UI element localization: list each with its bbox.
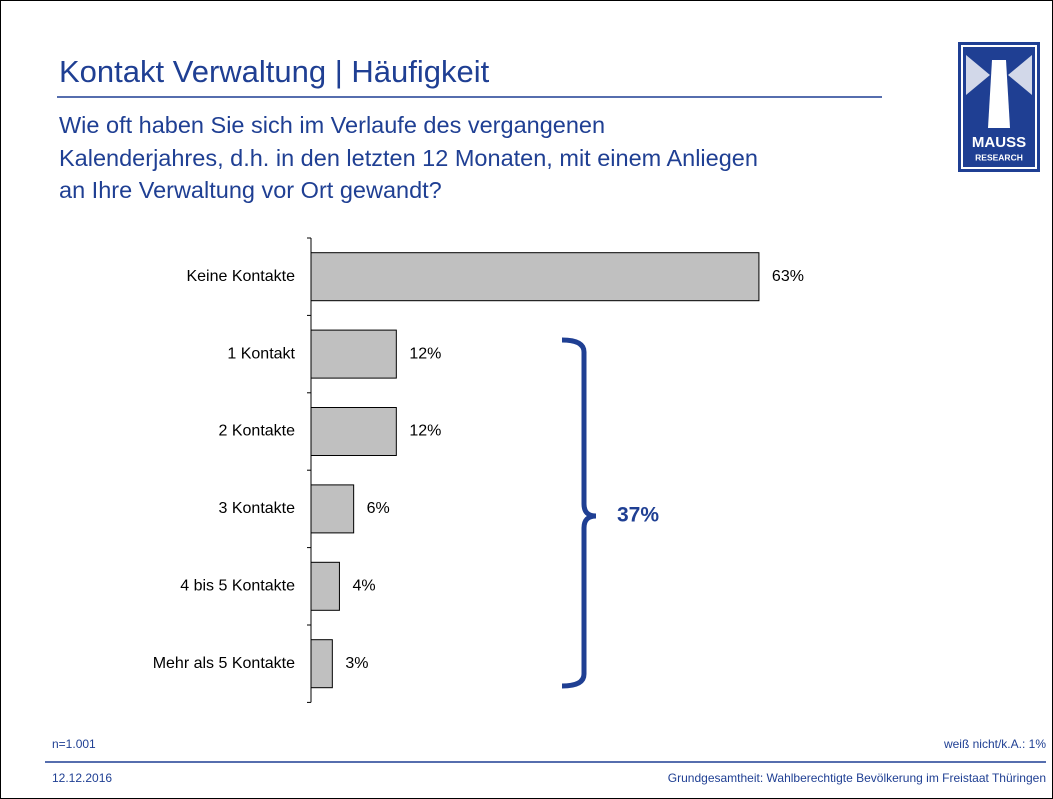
source: Grundgesamtheit: Wahlberechtigte Bevölke… [668, 771, 1046, 785]
value-label: 12% [409, 423, 441, 440]
category-label: 2 Kontakte [219, 423, 296, 440]
bar [310, 252, 760, 302]
value-label: 63% [772, 268, 804, 285]
subtitle-line: an Ihre Verwaltung vor Ort gewandt? [59, 177, 442, 203]
subtitle-line: Kalenderjahres, d.h. in den letzten 12 M… [59, 145, 758, 171]
bracket [561, 337, 597, 689]
logo-text: RESEARCH [975, 152, 1023, 162]
sample-note: n=1.001 [52, 737, 96, 751]
bar [310, 407, 397, 456]
value-label: 3% [345, 655, 368, 672]
date: 12.12.2016 [52, 771, 112, 785]
missing-note: weiß nicht/k.A.: 1% [943, 737, 1046, 751]
logo-beam [966, 55, 990, 95]
slide-title: Kontakt Verwaltung | Häufigkeit [59, 54, 490, 89]
logo-tower [988, 60, 1010, 128]
logo-beam [1008, 55, 1032, 95]
logo: MAUSS RESEARCH [958, 42, 1040, 172]
category-label: Mehr als 5 Kontakte [153, 655, 295, 672]
bracket-label: 37% [617, 504, 659, 527]
bar [310, 639, 333, 689]
logo-frame [961, 45, 1037, 169]
category-label: 4 bis 5 Kontakte [180, 578, 295, 595]
bar [310, 561, 340, 611]
value-label: 6% [367, 500, 390, 517]
logo-text: MAUSS [972, 134, 1026, 151]
bar [310, 484, 355, 534]
category-label: Keine Kontakte [186, 268, 295, 285]
category-label: 1 Kontakt [227, 345, 295, 362]
subtitle-line: Wie oft haben Sie sich im Verlaufe des v… [59, 112, 605, 138]
bar [310, 329, 397, 379]
category-label: 3 Kontakte [219, 500, 296, 517]
value-label: 4% [352, 578, 375, 595]
value-label: 12% [409, 345, 441, 362]
